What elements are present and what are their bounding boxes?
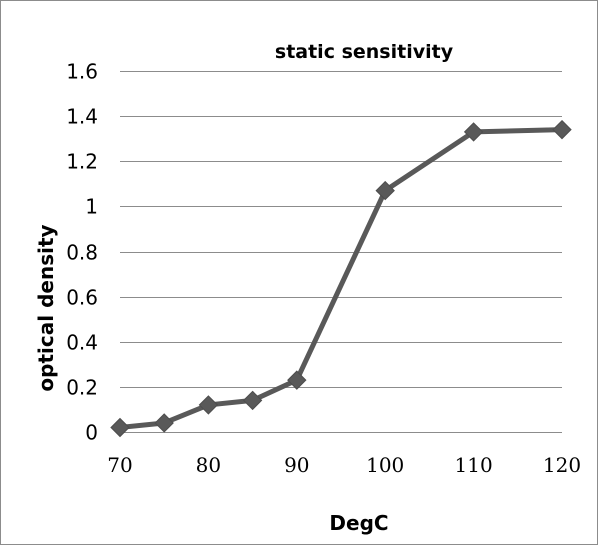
data-point — [110, 417, 130, 438]
data-point — [154, 413, 174, 433]
data-point — [463, 122, 484, 142]
series-line — [117, 127, 565, 430]
y-tick-label: 0.6 — [66, 286, 98, 310]
x-tick-label: 80 — [196, 453, 221, 477]
y-tick-label: 1 — [85, 195, 98, 219]
gridlines — [120, 71, 562, 433]
y-tick-labels: 0 0.2 0.4 0.6 0.8 1 1.2 1.4 1.6 — [66, 60, 98, 445]
y-tick-label: 1.4 — [66, 105, 98, 129]
data-point — [375, 180, 395, 201]
y-tick-label: 0.4 — [66, 331, 98, 355]
data-point — [198, 395, 219, 415]
y-tick-label: 0 — [85, 421, 98, 445]
x-tick-label: 110 — [455, 453, 493, 477]
x-tick-labels: 70 80 90 100 110 120 — [107, 453, 581, 477]
y-tick-label: 0.8 — [66, 241, 98, 265]
data-point — [287, 370, 307, 390]
chart-title: static sensitivity — [275, 41, 454, 63]
series-layer — [110, 119, 572, 438]
x-tick-label: 120 — [543, 453, 581, 477]
x-tick-label: 100 — [366, 453, 404, 477]
y-axis-label: optical density — [34, 224, 58, 391]
x-tick-label: 70 — [107, 453, 132, 477]
y-tick-label: 1.2 — [66, 150, 98, 174]
y-tick-label: 0.2 — [66, 376, 98, 400]
x-axis-label: DegC — [329, 511, 388, 535]
data-point — [552, 119, 572, 140]
y-tick-label: 1.6 — [66, 60, 98, 84]
x-tick-label: 90 — [284, 453, 309, 477]
data-point — [242, 390, 263, 411]
